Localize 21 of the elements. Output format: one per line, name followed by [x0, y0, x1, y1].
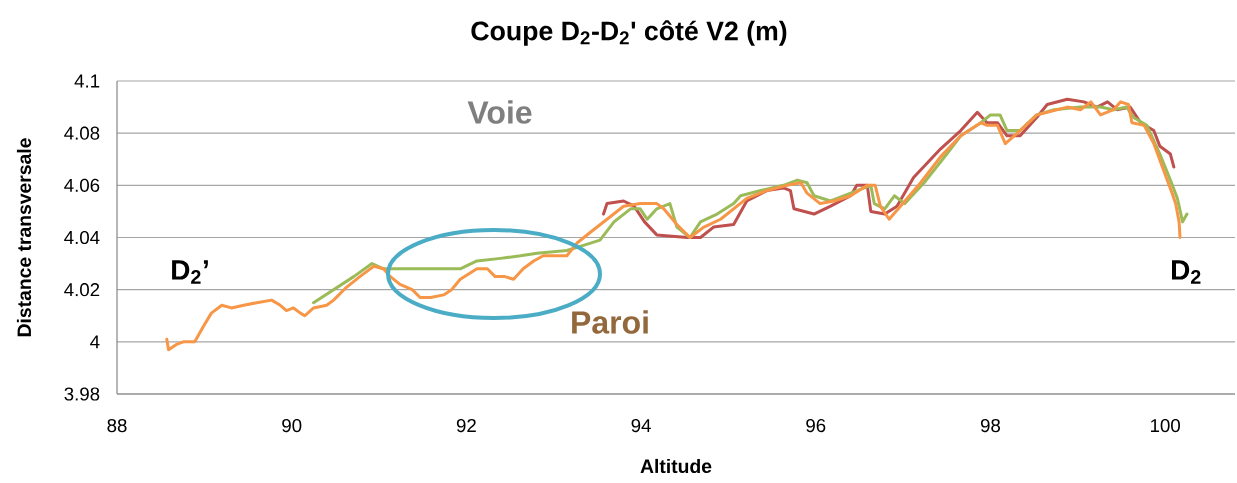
- y-tick-label: 4.04: [64, 230, 100, 245]
- y-tick-label: 4.06: [64, 178, 100, 192]
- y-axis-title: Distance transversale: [16, 138, 32, 337]
- y-tick-label: 3.98: [64, 387, 100, 401]
- x-tick-label: 98: [980, 418, 1001, 433]
- y-tick-label: 4.02: [64, 283, 100, 297]
- chart-title: Coupe D$_{2}$-D$_{2}$' côté V2 (m): [471, 20, 787, 46]
- annotation: Paroi: [572, 310, 648, 334]
- annotation: D$_{2}$: [1172, 260, 1201, 284]
- y-tick-label: 4.08: [64, 126, 100, 140]
- annotation: Voie: [467, 100, 532, 124]
- x-tick-label: 90: [282, 418, 302, 433]
- y-tick-label: 4: [90, 335, 100, 349]
- x-tick-label: 94: [631, 418, 651, 433]
- annotation: D$_{2}$’: [172, 260, 208, 284]
- x-tick-label: 96: [806, 418, 826, 433]
- x-tick-label: 100: [1150, 418, 1180, 433]
- x-axis-title: Altitude: [640, 458, 712, 474]
- x-tick-label: 88: [107, 418, 127, 433]
- y-tick-label: 4.1: [74, 74, 100, 88]
- x-tick-label: 92: [456, 418, 476, 433]
